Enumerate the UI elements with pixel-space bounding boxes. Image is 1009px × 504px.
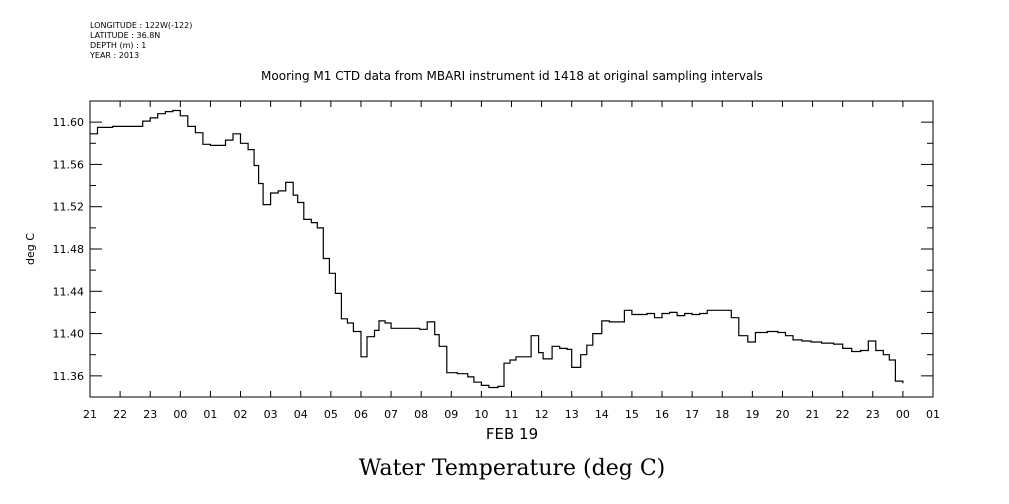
y-tick-label: 11.60 [53,116,85,129]
longitude-label: LONGITUDE : 122W(-122) [90,21,193,30]
y-ticks [90,121,933,377]
year-label: YEAR : 2013 [90,51,140,60]
x-tick-label: 22 [113,408,127,421]
y-tick-label: 11.56 [53,158,85,171]
x-tick-labels: 21 22 23 00 01 02 03 04 05 06 07 08 09 10 11 12 13 14 15 16… [83,408,940,421]
x-tick-label: 04 [294,408,308,421]
x-tick-label: 08 [414,408,428,421]
chart-title: Mooring M1 CTD data from MBARI instrumen… [261,69,763,83]
x-tick-label: 23 [866,408,880,421]
x-ticks [89,101,934,397]
y-tick-labels: 11.36 11.40 11.44 11.48 11.52 11.56 11.60 [53,116,85,383]
x-tick-label: 20 [775,408,789,421]
y-tick-label: 11.44 [53,285,85,298]
metadata-block: LONGITUDE : 122W(-122) LATITUDE : 36.8N … [90,21,192,61]
temperature-series-line [90,109,904,389]
x-tick-label: 09 [444,408,458,421]
x-tick-label: 03 [264,408,278,421]
x-tick-label: 19 [745,408,759,421]
y-tick-label: 11.48 [53,243,85,256]
x-tick-label: 00 [173,408,187,421]
x-tick-label: 21 [83,408,97,421]
x-tick-label: 21 [806,408,820,421]
x-tick-label: 11 [505,408,519,421]
x-tick-label: 15 [625,408,639,421]
x-tick-label: 05 [324,408,338,421]
depth-label: DEPTH (m) : 1 [90,41,147,50]
y-tick-label: 11.40 [53,328,85,341]
x-axis-label: FEB 19 [486,425,538,443]
x-tick-label: 02 [234,408,248,421]
x-tick-label: 18 [715,408,729,421]
y-tick-label: 11.36 [53,370,85,383]
y-axis-label: deg C [24,233,37,265]
x-tick-label: 07 [384,408,398,421]
x-tick-label: 16 [655,408,669,421]
x-tick-label: 22 [836,408,850,421]
x-tick-label: 06 [354,408,368,421]
y-tick-label: 11.52 [53,201,85,214]
x-tick-label: 17 [685,408,699,421]
x-tick-label: 14 [595,408,609,421]
x-tick-label: 23 [143,408,157,421]
x-tick-label: 00 [896,408,910,421]
latitude-label: LATITUDE : 36.8N [90,31,161,40]
x-tick-label: 01 [203,408,217,421]
x-tick-label: 10 [474,408,488,421]
footer-title: Water Temperature (deg C) [359,456,666,481]
x-tick-label: 13 [565,408,579,421]
x-tick-label: 01 [926,408,940,421]
x-tick-label: 12 [535,408,549,421]
